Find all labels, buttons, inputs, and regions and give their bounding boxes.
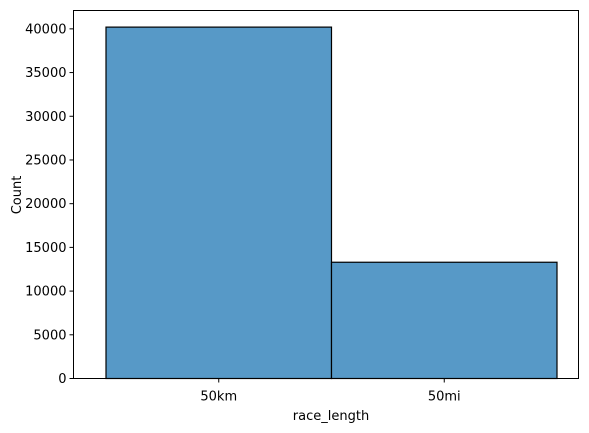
y-tick-label-30000: 30000 <box>25 110 66 125</box>
x-axis-label: race_length <box>293 409 369 424</box>
y-axis: 0 5000 10000 15000 20000 25000 30000 35000 40000 <box>25 22 74 387</box>
plot-frame <box>73 10 579 379</box>
y-tick-label-40000: 40000 <box>25 22 66 37</box>
bars-group <box>105 26 558 380</box>
x-tick-label-50mi: 50mi <box>428 390 461 405</box>
bar-50km <box>105 26 333 380</box>
y-tick-label-15000: 15000 <box>25 241 66 256</box>
y-axis-label: Count <box>10 176 25 215</box>
y-tick-label-0: 0 <box>58 372 66 387</box>
y-tick-label-20000: 20000 <box>25 197 66 212</box>
y-tick-label-35000: 35000 <box>25 66 66 81</box>
x-tick-label-50km: 50km <box>200 390 237 405</box>
y-tick-label-10000: 10000 <box>25 285 66 300</box>
x-axis: 50km 50mi <box>200 378 461 405</box>
y-tick-label-25000: 25000 <box>25 153 66 168</box>
bar-50mi <box>330 261 558 380</box>
y-tick-label-5000: 5000 <box>33 328 66 343</box>
